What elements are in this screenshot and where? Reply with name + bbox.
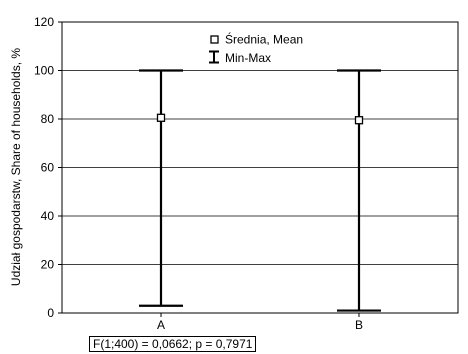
y-tick-label: 40 <box>41 209 55 223</box>
mean-point <box>156 113 166 122</box>
y-tick-label: 100 <box>34 64 54 78</box>
y-tick-label: 120 <box>34 15 54 29</box>
y-axis: 0 20 40 60 80 100 120 <box>34 15 62 320</box>
y-tick-label: 20 <box>41 258 55 272</box>
y-axis-label: Udział gospodarstw, Share of households,… <box>9 48 23 286</box>
x-tick-label: A <box>157 318 165 332</box>
x-tick-label: B <box>355 318 363 332</box>
legend-range-symbol <box>209 50 219 64</box>
legend: Średnia, Mean Min-Max <box>209 32 303 65</box>
legend-mean-label: Średnia, Mean <box>225 32 303 47</box>
data-marks <box>139 69 381 312</box>
y-tick-label: 60 <box>41 161 55 175</box>
legend-range-label: Min-Max <box>225 51 271 65</box>
test-statistic-box: F(1;400) = 0,0662; p = 0,7971 <box>89 336 257 352</box>
y-tick-label: 0 <box>47 306 54 320</box>
y-tick-label: 80 <box>41 112 55 126</box>
grid-lines <box>62 70 458 265</box>
mean-point <box>354 116 364 125</box>
legend-mean-symbol <box>210 35 219 44</box>
